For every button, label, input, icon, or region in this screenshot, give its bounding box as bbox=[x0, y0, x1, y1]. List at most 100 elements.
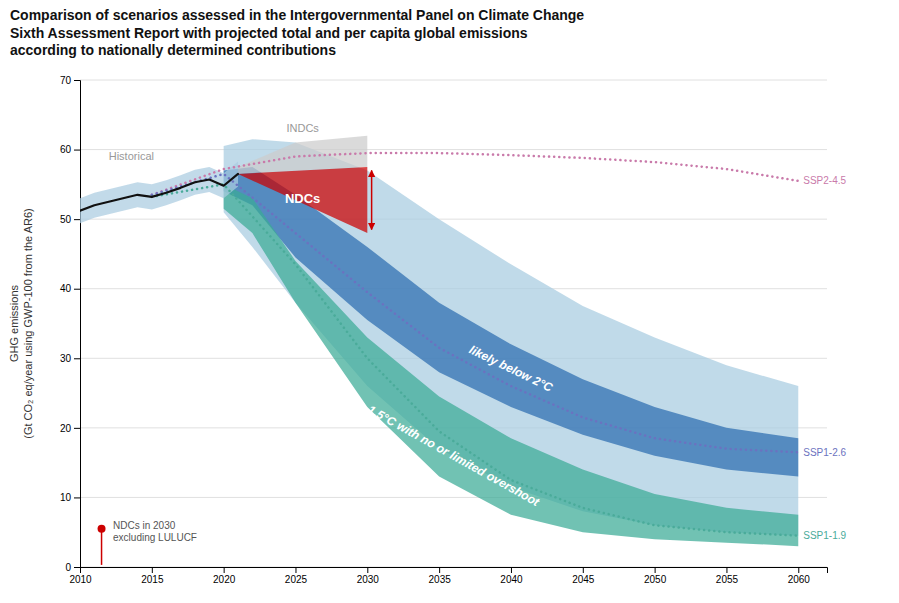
y-tick-label: 10 bbox=[60, 492, 72, 503]
y-axis: 0 10 20 30 40 50 60 70 bbox=[60, 75, 81, 573]
x-tick: 2015 bbox=[141, 567, 164, 585]
y-tick: 20 bbox=[60, 423, 80, 434]
y-tick-label: 40 bbox=[60, 283, 72, 294]
x-tick-mark bbox=[152, 567, 153, 573]
x-tick-mark bbox=[224, 567, 225, 573]
x-tick-mark bbox=[798, 567, 799, 573]
x-tick: 2025 bbox=[285, 567, 308, 585]
title-line: according to nationally determined contr… bbox=[10, 42, 336, 58]
line bbox=[152, 153, 798, 195]
y-tick-mark bbox=[74, 80, 80, 81]
annotation-line: NDCs in 2030 bbox=[113, 519, 176, 530]
x-tick-label: 2055 bbox=[716, 574, 739, 585]
x-tick-label: 2060 bbox=[788, 574, 811, 585]
x-tick-mark bbox=[367, 567, 368, 573]
annotation-line: NDCs bbox=[285, 191, 320, 206]
arrow bbox=[371, 170, 373, 229]
annotation: NDCs bbox=[285, 191, 320, 206]
line bbox=[152, 184, 798, 535]
annotation-line: 1.5°C with no or limited overshoot bbox=[365, 402, 542, 509]
x-tick: 2035 bbox=[429, 567, 452, 585]
x-tick-mark bbox=[583, 567, 584, 573]
y-tick: 60 bbox=[60, 144, 80, 155]
band bbox=[224, 184, 799, 546]
line-label: SSP1-2.6 bbox=[803, 447, 846, 458]
x-tick: 2055 bbox=[716, 567, 739, 585]
x-tick-mark bbox=[726, 567, 727, 573]
y-tick-mark bbox=[74, 289, 80, 290]
annotation: INDCs bbox=[286, 122, 319, 134]
y-tick: 30 bbox=[60, 353, 80, 364]
stem-marker bbox=[98, 525, 106, 533]
x-tick-label: 2040 bbox=[500, 574, 523, 585]
y-tick-mark bbox=[74, 219, 80, 220]
annotation-line: Historical bbox=[109, 150, 154, 162]
y-tick-label: 30 bbox=[60, 353, 72, 364]
y-axis-line bbox=[74, 81, 81, 568]
x-tick-label: 2015 bbox=[141, 574, 164, 585]
x-tick-label: 2020 bbox=[213, 574, 236, 585]
title-line: Comparison of scenarios assessed in the … bbox=[10, 7, 584, 23]
title: Comparison of scenarios assessed in the … bbox=[10, 7, 584, 58]
x-tick-label: 2010 bbox=[69, 574, 92, 585]
y-axis-title: GHG emissions(Gt CO₂ eq/year using GWP-1… bbox=[8, 208, 34, 438]
annotation: likely below 2°C bbox=[467, 343, 555, 395]
annotation-line: excluding LULUCF bbox=[113, 531, 197, 542]
y-tick-mark bbox=[74, 150, 80, 151]
x-tick: 2030 bbox=[357, 567, 380, 585]
x-tick: 2040 bbox=[500, 567, 523, 585]
y-tick: 10 bbox=[60, 492, 80, 503]
x-tick-label: 2045 bbox=[572, 574, 595, 585]
x-tick-label: 2035 bbox=[429, 574, 452, 585]
y-tick-label: 0 bbox=[65, 562, 71, 573]
y-tick-label: 60 bbox=[60, 144, 72, 155]
marks bbox=[80, 136, 798, 565]
annotation: Historical bbox=[109, 150, 154, 162]
y-tick-mark bbox=[74, 567, 80, 568]
y-tick: 70 bbox=[60, 75, 80, 86]
line-label: SSP1-1.9 bbox=[803, 530, 846, 541]
x-tick-mark bbox=[439, 567, 440, 573]
grid-line bbox=[80, 149, 827, 150]
grid-line bbox=[80, 80, 827, 81]
x-axis: 2010 2015 2020 2025 2030 2035 2040 2045 2050 2055… bbox=[69, 567, 827, 585]
x-tick-label: 2025 bbox=[285, 574, 308, 585]
x-tick: 2010 bbox=[69, 567, 92, 585]
band bbox=[238, 167, 367, 233]
grid-line bbox=[80, 219, 827, 220]
annotation: 1.5°C with no or limited overshoot bbox=[365, 402, 542, 509]
x-tick-label: 2050 bbox=[644, 574, 667, 585]
x-tick: 2060 bbox=[788, 567, 811, 585]
title-line: Sixth Assessment Report with projected t… bbox=[10, 25, 528, 41]
labels: SSP2-4.5 SSP1-2.6 SSP1-1.9 INDCs NDCs likely … bbox=[109, 122, 847, 542]
x-tick-mark bbox=[295, 567, 296, 573]
line bbox=[152, 174, 798, 452]
chart: Comparison of scenarios assessed in the … bbox=[0, 0, 899, 603]
annotation-line: likely below 2°C bbox=[467, 343, 555, 395]
y-tick-mark bbox=[74, 428, 80, 429]
x-tick-label: 2030 bbox=[357, 574, 380, 585]
band bbox=[80, 161, 238, 223]
y-tick: 40 bbox=[60, 283, 80, 294]
y-tick-label: 70 bbox=[60, 75, 72, 86]
x-tick-mark bbox=[511, 567, 512, 573]
y-tick: 0 bbox=[65, 562, 80, 573]
annotation-line: INDCs bbox=[286, 122, 319, 134]
grid bbox=[80, 80, 827, 567]
line bbox=[80, 174, 238, 211]
y-axis-title-line: GHG emissions bbox=[8, 284, 20, 362]
y-tick-label: 50 bbox=[60, 214, 72, 225]
y-tick: 50 bbox=[60, 214, 80, 225]
annotation: NDCs in 2030excluding LULUCF bbox=[113, 519, 197, 542]
y-tick-mark bbox=[74, 497, 80, 498]
y-axis-title-line: (Gt CO₂ eq/year using GWP-100 from the A… bbox=[22, 208, 34, 438]
x-tick: 2045 bbox=[572, 567, 595, 585]
stem bbox=[101, 529, 103, 565]
x-tick: 2020 bbox=[213, 567, 236, 585]
x-axis-line bbox=[81, 568, 828, 574]
y-tick-label: 20 bbox=[60, 423, 72, 434]
x-tick-mark bbox=[655, 567, 656, 573]
line-label: SSP2-4.5 bbox=[803, 175, 846, 186]
y-tick-mark bbox=[74, 358, 80, 359]
x-tick: 2050 bbox=[644, 567, 667, 585]
